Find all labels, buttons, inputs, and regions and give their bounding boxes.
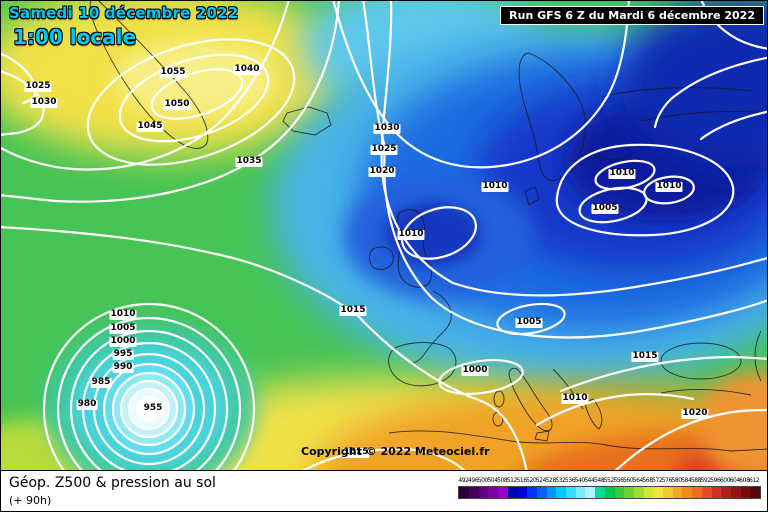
scale-color-cell — [624, 487, 634, 498]
scale-color-cell — [488, 487, 499, 498]
scale-color-cell — [604, 487, 615, 498]
forecast-lead-time: (+ 90h) — [9, 494, 52, 507]
scale-value: 580 — [671, 477, 682, 484]
scale-color-cell — [498, 487, 508, 498]
forecast-date: Samedi 10 décembre 2022 — [9, 4, 239, 22]
scale-color-cell — [556, 487, 567, 498]
scale-value: 612 — [748, 477, 760, 484]
scale-value: 552 — [603, 477, 615, 484]
scale-value: 588 — [690, 477, 702, 484]
scale-value: 528 — [545, 477, 557, 484]
scale-value: 532 — [555, 477, 566, 484]
color-scale: 492 496 500 504 508 512 516 520 524 528 532 536 540 5… — [458, 476, 761, 499]
scale-color-cell — [633, 487, 644, 498]
scale-color-cell — [711, 487, 722, 498]
scale-value: 516 — [516, 477, 527, 484]
map-canvas — [1, 1, 767, 470]
scale-color-cell — [672, 487, 683, 498]
scale-value: 544 — [584, 477, 595, 484]
scale-value: 604 — [729, 477, 741, 484]
coastlines — [89, 1, 767, 452]
scale-color-bar — [458, 486, 761, 499]
scale-color-cell — [750, 487, 761, 498]
scale-value: 600 — [719, 477, 731, 484]
scale-color-cell — [692, 487, 702, 498]
scale-color-cell — [566, 487, 576, 498]
scale-color-cell — [663, 487, 673, 498]
scale-color-cell — [575, 487, 586, 498]
scale-value: 536 — [564, 477, 576, 484]
scale-color-cell — [459, 487, 470, 498]
scale-color-cell — [536, 487, 547, 498]
scale-value: 564 — [632, 477, 644, 484]
scale-value: 504 — [487, 477, 498, 484]
scale-values-row: 492 496 500 504 508 512 516 520 524 528 532 536 540 5… — [458, 476, 761, 485]
scale-value: 584 — [681, 477, 692, 484]
legend-bar: Géop. Z500 & pression au sol (+ 90h) 492… — [1, 471, 767, 511]
scale-color-cell — [653, 487, 664, 498]
scale-color-cell — [701, 487, 712, 498]
scale-color-cell — [469, 487, 479, 498]
scale-value: 524 — [535, 477, 547, 484]
scale-value: 560 — [623, 477, 634, 484]
scale-value: 548 — [593, 477, 605, 484]
scale-value: 568 — [642, 477, 653, 484]
scale-value: 512 — [506, 477, 518, 484]
scale-color-cell — [643, 487, 654, 498]
scale-color-cell — [478, 487, 489, 498]
scale-value: 496 — [468, 477, 479, 484]
scale-value: 492 — [458, 477, 469, 484]
scale-value: 596 — [710, 477, 721, 484]
scale-color-cell — [731, 487, 741, 498]
scale-value: 592 — [700, 477, 712, 484]
scale-color-cell — [740, 487, 751, 498]
scale-value: 572 — [652, 477, 663, 484]
scale-color-cell — [721, 487, 731, 498]
scale-value: 508 — [497, 477, 508, 484]
scale-color-cell — [517, 487, 528, 498]
map-title: Géop. Z500 & pression au sol — [9, 475, 216, 491]
scale-color-cell — [614, 487, 625, 498]
scale-value: 500 — [477, 477, 489, 484]
forecast-local-time: 1:00 locale — [13, 25, 137, 49]
scale-value: 576 — [661, 477, 673, 484]
scale-value: 608 — [739, 477, 750, 484]
legend-text-block: Géop. Z500 & pression au sol (+ 90h) — [9, 475, 216, 507]
scale-color-cell — [527, 487, 537, 498]
scale-color-cell — [595, 487, 605, 498]
scale-color-cell — [546, 487, 557, 498]
weather-map: 1025 1030 1055 1040 1050 1045 1035 1030 1025 1020… — [1, 1, 767, 471]
isobar-contours — [1, 1, 767, 470]
model-run-info: Run GFS 6 Z du Mardi 6 décembre 2022 — [500, 6, 764, 25]
copyright-notice: Copyright © 2022 Meteociel.fr — [301, 445, 490, 458]
scale-color-cell — [585, 487, 596, 498]
scale-value: 540 — [574, 477, 586, 484]
scale-value: 520 — [526, 477, 537, 484]
scale-color-cell — [507, 487, 518, 498]
scale-value: 556 — [613, 477, 624, 484]
scale-color-cell — [682, 487, 693, 498]
